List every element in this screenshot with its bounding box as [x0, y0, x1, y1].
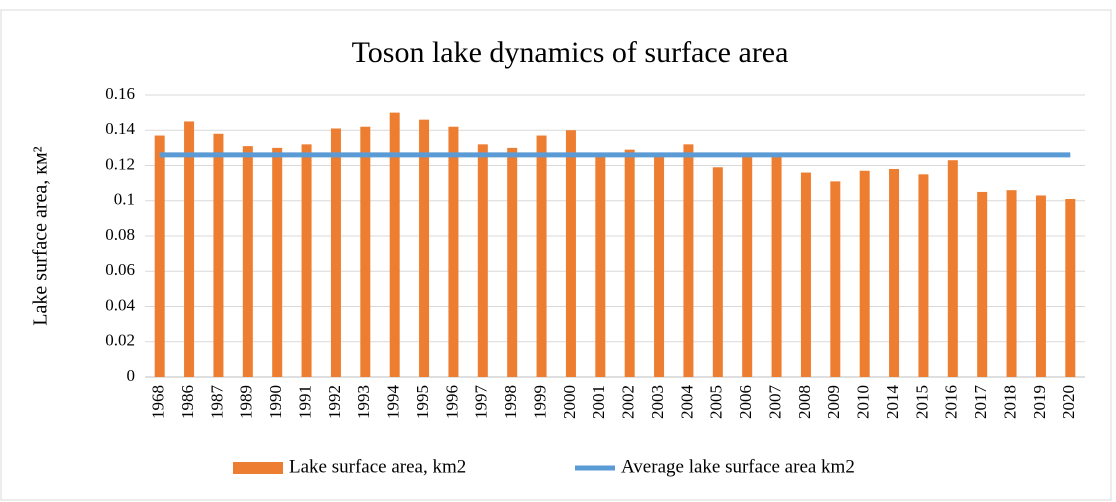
x-tick-label: 2000 [560, 385, 579, 419]
x-tick-label: 2002 [619, 385, 638, 419]
y-tick-label: 0.06 [105, 260, 135, 279]
x-tick-label: 2020 [1059, 385, 1078, 419]
x-tick-label: 1995 [413, 385, 432, 419]
bar [654, 153, 665, 377]
x-tick-label: 1996 [442, 385, 461, 419]
chart-title: Toson lake dynamics of surface area [352, 36, 789, 69]
bar [154, 135, 165, 377]
x-tick-label: 1989 [237, 385, 256, 419]
x-tick-label: 2009 [824, 385, 843, 419]
bar [419, 119, 430, 378]
bar [595, 154, 606, 377]
x-tick-label: 2015 [912, 385, 931, 419]
bar [536, 135, 547, 377]
x-tick-label: 1994 [384, 385, 403, 420]
x-tick-label: 2004 [677, 385, 696, 420]
bar [712, 167, 723, 377]
x-tick-label: 1991 [295, 385, 314, 419]
bar [1035, 195, 1046, 377]
y-tick-label: 0.14 [105, 119, 135, 138]
bar [565, 130, 576, 377]
bar [1065, 198, 1076, 377]
bar [1006, 190, 1017, 377]
legend-label: Average lake surface area km2 [621, 456, 855, 477]
x-tick-label: 1992 [325, 385, 344, 419]
x-tick-label: 2003 [648, 385, 667, 419]
x-tick-label: 1997 [472, 385, 491, 420]
x-tick-label: 1999 [530, 385, 549, 419]
y-tick-label: 0.08 [105, 225, 135, 244]
legend-label: Lake surface area, km2 [289, 456, 466, 477]
x-tick-label: 1990 [266, 385, 285, 419]
x-tick-label: 2017 [971, 385, 990, 420]
bar [477, 144, 488, 377]
bar [683, 144, 694, 377]
bar [507, 147, 518, 377]
bar [624, 149, 635, 377]
y-tick-label: 0.12 [105, 154, 135, 173]
bar [977, 191, 988, 377]
x-tick-label: 1968 [149, 385, 168, 419]
x-tick-label: 1987 [207, 385, 226, 420]
bar [742, 154, 753, 377]
legend-swatch [233, 462, 283, 474]
x-tick-label: 2006 [736, 385, 755, 419]
bar [859, 170, 870, 377]
bar [184, 121, 195, 377]
x-tick-label: 2014 [883, 385, 902, 420]
y-tick-label: 0.02 [105, 331, 135, 350]
x-tick-label: 2019 [1030, 385, 1049, 419]
y-tick-label: 0 [127, 366, 136, 385]
bar [389, 112, 400, 377]
y-tick-label: 0.1 [114, 190, 135, 209]
x-tick-label: 2010 [854, 385, 873, 419]
x-tick-label: 1986 [178, 385, 197, 419]
x-tick-label: 2005 [707, 385, 726, 419]
bar [830, 181, 841, 377]
bar [947, 160, 958, 377]
y-axis-label: Lake surface area, км² [30, 146, 52, 325]
bar [301, 144, 312, 377]
chart-frame [0, 9, 1112, 501]
bar [360, 126, 371, 377]
bar [918, 174, 929, 377]
bar [330, 128, 341, 377]
x-tick-label: 2018 [1000, 385, 1019, 419]
bar [213, 133, 224, 377]
x-tick-label: 2016 [942, 385, 961, 419]
bar [448, 126, 459, 377]
x-tick-label: 2001 [589, 385, 608, 419]
bar [889, 169, 900, 377]
x-tick-label: 1993 [354, 385, 373, 419]
bar [272, 147, 283, 377]
bar [800, 172, 811, 377]
y-tick-label: 0.16 [105, 84, 135, 103]
y-tick-label: 0.04 [105, 295, 135, 314]
x-tick-label: 1998 [501, 385, 520, 419]
x-tick-label: 2008 [795, 385, 814, 419]
x-tick-label: 2007 [765, 385, 784, 420]
bar [242, 146, 253, 377]
bar [771, 154, 782, 377]
